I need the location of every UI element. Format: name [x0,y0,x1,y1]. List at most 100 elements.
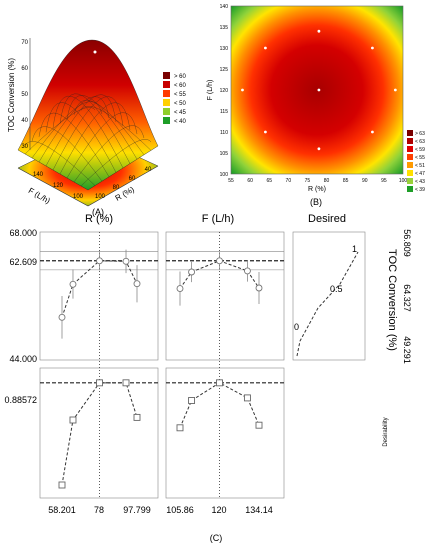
col-title-desired: Desired [308,213,346,225]
b-x-tick-label: 90 [362,178,368,184]
toc-side-label: TOC Conversion (%) [386,249,398,351]
r-toc-point [58,313,66,321]
b-x-tick-label: 80 [324,178,330,184]
legend-swatch [163,108,170,115]
toc-tick-top: 68.000 [9,228,37,238]
r-des-point [122,379,130,387]
f-des-point [255,421,263,429]
f-toc-point [243,267,251,275]
f-des-point [243,394,251,402]
legend-swatch [407,186,413,192]
panel-b-label: (B) [310,197,322,207]
r-tick-label: 40 [145,167,152,173]
desired-label-0: 0 [294,322,299,332]
design-point [371,130,374,134]
z-tick-label: 30 [21,144,28,150]
f-tick-label: 120 [53,183,64,189]
r-des-point [69,416,77,424]
b-y-tick-label: 135 [220,25,229,31]
b-y-tick-label: 130 [220,46,229,52]
panel-a-surface-plot: 70 60 50 40 30 100 80 60 40 140 120 100 TOC Conve… [7,38,187,217]
f-axis-ticks: 140 120 100 [33,172,84,200]
legend-label: < 47 [415,171,425,177]
r-tick-2: 78 [94,505,104,515]
legend-swatch [407,162,413,168]
desired-label-0-5: 0.5 [330,284,343,294]
b-x-ticks: 55 60 65 70 75 80 85 90 95 100 [228,178,407,184]
r-tick-3: 97.799 [123,505,151,515]
legend-swatch [163,117,170,124]
surface-mesh [17,39,159,191]
desirability-function-line [296,251,359,357]
col-title-f: F (L/h) [202,213,234,225]
f-tick-1: 105.86 [166,505,194,515]
r-toc-point [69,280,77,288]
design-point [317,88,321,92]
x-axis-line [17,167,89,207]
legend-swatch [163,90,170,97]
b-x-tick-label: 100 [399,178,408,184]
r-des-point [96,379,103,387]
legend-label: < 55 [415,155,425,161]
z-tick-label: 60 [21,66,28,72]
b-y-tick-label: 105 [220,151,229,157]
design-point [393,88,397,92]
legend-label: < 51 [415,163,425,169]
z-tick-label: 70 [21,40,28,46]
f-tick-label: 140 [33,172,44,178]
legend-label: < 39 [415,187,425,193]
box-r-des [39,367,159,499]
f-des-point [188,397,196,404]
legend-label: > 60 [174,74,187,80]
z-tick-label: 50 [21,92,28,98]
panel-c-label: (C) [210,533,223,543]
b-y-tick-label: 140 [220,4,229,10]
box-f-des [165,367,285,499]
f-toc-point [255,284,263,292]
f-tick-label: 100 [73,194,84,200]
r-des-point [58,481,66,489]
panel-a-label: (A) [92,207,104,217]
legend-label: < 43 [415,179,425,185]
b-x-tick-label: 65 [266,178,272,184]
b-x-tick-label: 85 [343,178,349,184]
b-y-tick-label: 100 [220,172,229,178]
mesh-line [80,106,152,151]
design-points [241,29,397,151]
mesh-line [24,107,96,155]
f-axis-label: F (L/h) [27,186,52,206]
panel-b-legend: > 63 < 63 < 59 < 55 < 51 < 47 < 43 < 39 [407,130,425,193]
legend-swatch [407,178,413,184]
toc-side-tick-1: 64.327 [402,284,412,312]
legend-label: < 45 [174,110,187,116]
r-des-point [133,413,141,421]
b-x-tick-label: 60 [247,178,253,184]
r-axis-ticks: 100 80 60 40 [95,167,152,200]
legend-swatch [163,99,170,106]
panel-a-legend: > 60 < 60 < 55 < 50 < 45 < 40 [163,72,187,125]
legend-label: < 50 [174,101,187,107]
b-x-tick-label: 70 [286,178,292,184]
panel-c-profiler: R (%) F (L/h) Desired 00.51 68.000 62.60… [4,213,412,543]
r-toc-point [133,280,141,288]
desirability-side-label: Desirability [383,417,389,446]
z-tick-label: 40 [21,118,28,124]
design-point [264,130,267,134]
box-f-toc [165,231,285,361]
panel-b-contour-plot: 55 60 65 70 75 80 85 90 95 100 100 105 110 115 120 125… [207,4,425,207]
f-tick-2: 120 [211,505,226,515]
legend-label: < 40 [174,119,187,125]
legend-swatch [407,154,413,160]
r-tick-label: 100 [95,194,106,200]
f-toc-point [176,285,184,292]
desirability-tick: 0.88572 [4,395,37,405]
legend-swatch [407,138,413,144]
r-tick-1: 58.201 [48,505,76,515]
r-toc-point [96,257,103,265]
heatmap-area [230,5,404,175]
legend-label: < 55 [174,92,187,98]
legend-swatch [407,170,413,176]
legend-swatch [163,72,170,79]
legend-label: < 60 [174,83,187,89]
col-title-r: R (%) [85,213,113,225]
